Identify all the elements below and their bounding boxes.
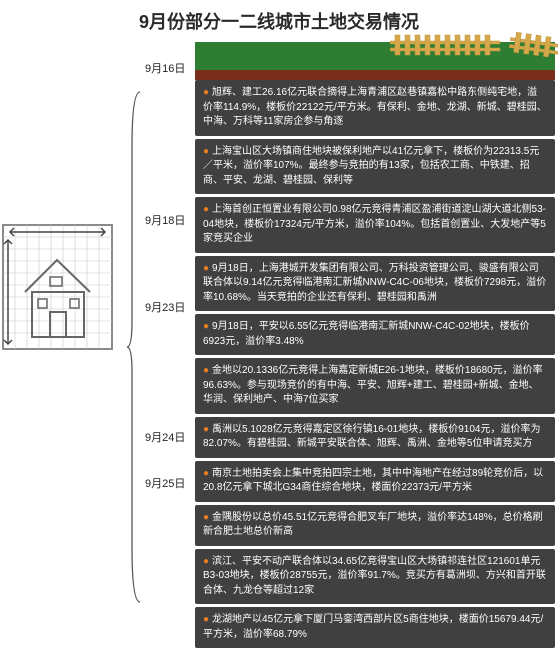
events-column: ●旭辉、建工26.16亿元联合摘得上海青浦区赵巷镇嘉松中路东侧纯宅地，溢价率11…	[195, 42, 555, 651]
left-illustration-col	[0, 42, 125, 651]
event-item: ●9月18日，上海港城开发集团有限公司、万科投资管理公司、骏盛有限公司联合体以9…	[195, 256, 555, 312]
event-item: ●龙湖地产以45亿元拿下厦门马銮湾西部片区5商住地块，楼面价15679.44元/…	[195, 607, 555, 648]
event-text: 上海首创正恒置业有限公司0.98亿元竞得青浦区盈浦街道淀山湖大道北侧53-04地…	[203, 204, 546, 244]
event-text: 金隅股份以总价45.51亿元竞得合肥叉车厂地块，溢价率达148%，总价格刷新合肥…	[203, 512, 543, 538]
fence-icon	[390, 31, 558, 62]
dates-column: 9月16日 9月18日 9月23日 9月24日 9月25日	[145, 42, 195, 651]
date-label: 9月16日	[145, 63, 185, 75]
event-text: 滨江、平安不动产联合体以34.65亿竞得宝山区大场镇祁连社区121601单元B3…	[203, 556, 546, 596]
event-item: ●南京土地拍卖会上集中竞拍四宗土地，其中中海地产在经过89轮竞价后，以20.8亿…	[195, 461, 555, 502]
event-text: 龙湖地产以45亿元拿下厦门马銮湾西部片区5商住地块，楼面价15679.44元/平…	[203, 614, 543, 640]
events-list: ●旭辉、建工26.16亿元联合摘得上海青浦区赵巷镇嘉松中路东侧纯宅地，溢价率11…	[195, 80, 555, 648]
event-item: ●上海首创正恒置业有限公司0.98亿元竞得青浦区盈浦街道淀山湖大道北侧53-04…	[195, 197, 555, 253]
soil-banner	[195, 70, 555, 80]
event-text: 金地以20.1336亿元竞得上海嘉定新城E26-1地块，楼板价18680元，溢价…	[203, 365, 543, 405]
main-container: 9月16日 9月18日 9月23日 9月24日 9月25日	[0, 42, 558, 651]
date-label: 9月18日	[145, 215, 185, 227]
event-text: 9月18日，上海港城开发集团有限公司、万科投资管理公司、骏盛有限公司联合体以9.…	[203, 263, 546, 303]
date-label: 9月25日	[145, 478, 185, 490]
event-text: 禹洲以5.1028亿元竞得嘉定区徐行镇16-01地块，楼板价9104元，溢价率为…	[203, 424, 540, 450]
house-plot-icon	[0, 222, 115, 352]
bullet-icon: ●	[203, 556, 209, 567]
event-item: ●滨江、平安不动产联合体以34.65亿竞得宝山区大场镇祁连社区121601单元B…	[195, 549, 555, 605]
event-item: ●禹洲以5.1028亿元竞得嘉定区徐行镇16-01地块，楼板价9104元，溢价率…	[195, 417, 555, 458]
bullet-icon: ●	[203, 468, 209, 479]
bullet-icon: ●	[203, 263, 209, 274]
bullet-icon: ●	[203, 424, 209, 435]
event-item: ●金隅股份以总价45.51亿元竞得合肥叉车厂地块，溢价率达148%，总价格刷新合…	[195, 505, 555, 546]
grass-banner	[195, 42, 555, 70]
bullet-icon: ●	[203, 614, 209, 625]
bullet-icon: ●	[203, 204, 209, 215]
event-text: 9月18日，平安以6.55亿元竞得临港南汇新城NNW-C4C-02地块，楼板价6…	[203, 321, 530, 347]
bullet-icon: ●	[203, 321, 209, 332]
event-text: 南京土地拍卖会上集中竞拍四宗土地，其中中海地产在经过89轮竞价后，以20.8亿元…	[203, 468, 543, 494]
bullet-icon: ●	[203, 512, 209, 523]
event-text: 旭辉、建工26.16亿元联合摘得上海青浦区赵巷镇嘉松中路东侧纯宅地，溢价率114…	[203, 87, 547, 127]
event-item: ●上海宝山区大场镇商住地块被保利地产以41亿元拿下，楼板价为22313.5元／平…	[195, 139, 555, 195]
curly-brace-icon	[125, 42, 145, 651]
date-label: 9月24日	[145, 432, 185, 444]
bullet-icon: ●	[203, 365, 209, 376]
date-label: 9月23日	[145, 302, 185, 314]
event-item: ●旭辉、建工26.16亿元联合摘得上海青浦区赵巷镇嘉松中路东侧纯宅地，溢价率11…	[195, 80, 555, 136]
bullet-icon: ●	[203, 146, 209, 157]
event-item: ●9月18日，平安以6.55亿元竞得临港南汇新城NNW-C4C-02地块，楼板价…	[195, 314, 555, 355]
bullet-icon: ●	[203, 87, 209, 98]
event-text: 上海宝山区大场镇商住地块被保利地产以41亿元拿下，楼板价为22313.5元／平米…	[203, 146, 539, 186]
event-item: ●金地以20.1336亿元竞得上海嘉定新城E26-1地块，楼板价18680元，溢…	[195, 358, 555, 414]
